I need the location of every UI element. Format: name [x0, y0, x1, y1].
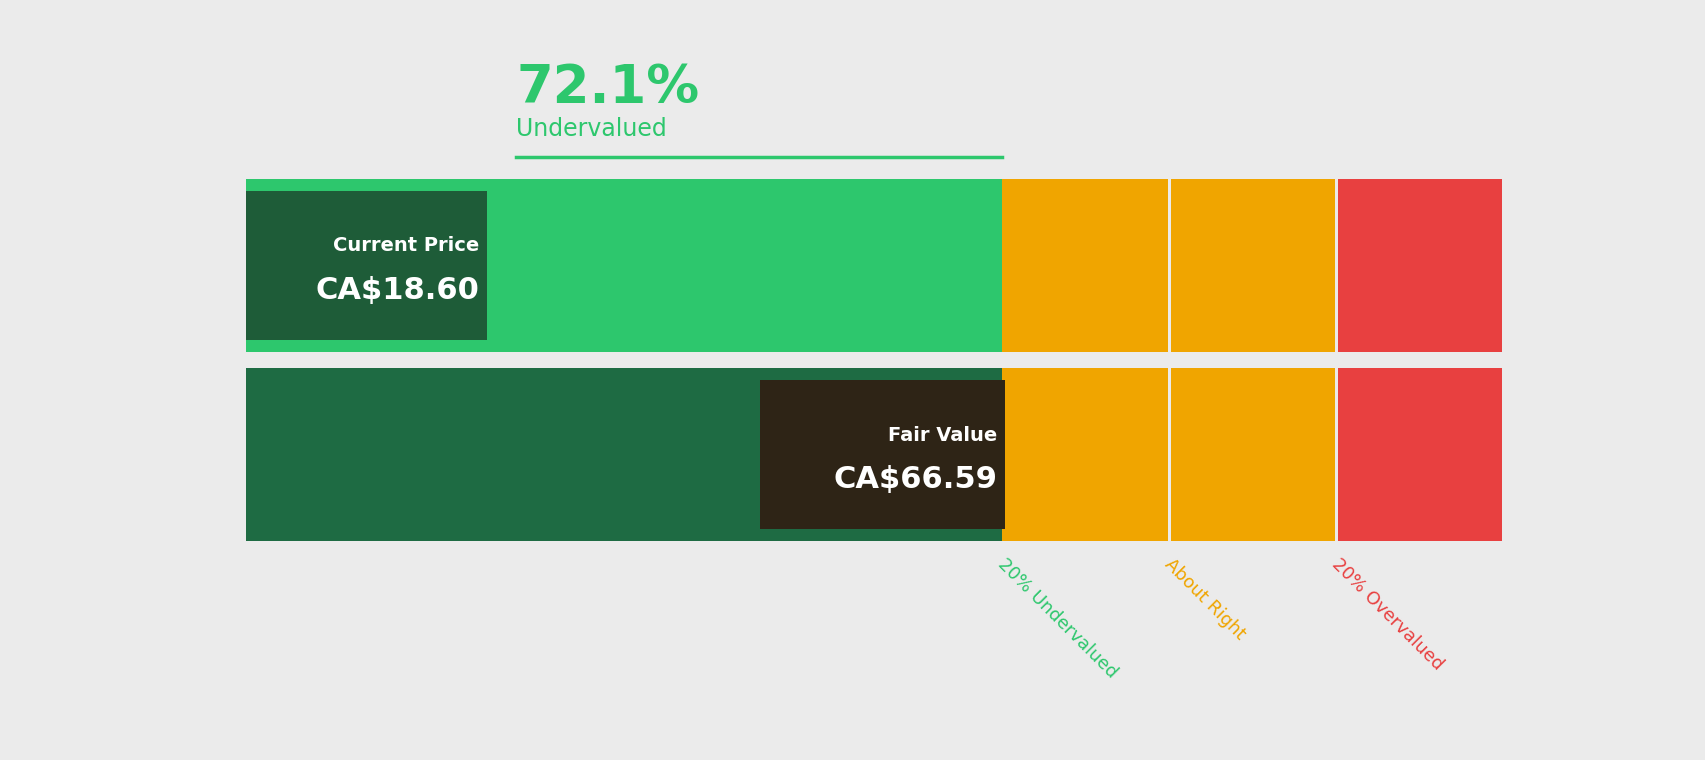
Text: 20% Overvalued: 20% Overvalued [1326, 556, 1446, 674]
Bar [246, 191, 488, 340]
Bar [1168, 179, 1170, 352]
Text: Fair Value: Fair Value [888, 426, 997, 445]
Bar [1168, 368, 1170, 540]
Bar [1335, 368, 1502, 540]
Bar [1003, 368, 1335, 540]
Text: About Right: About Right [1159, 556, 1248, 643]
Text: Undervalued: Undervalued [517, 117, 667, 141]
Bar [1335, 179, 1502, 352]
Text: CA$18.60: CA$18.60 [315, 276, 479, 305]
Bar [246, 368, 1003, 540]
Bar [1003, 179, 1335, 352]
Text: 20% Undervalued: 20% Undervalued [992, 556, 1120, 682]
Text: Current Price: Current Price [332, 236, 479, 255]
Bar [246, 179, 1003, 352]
Text: CA$66.59: CA$66.59 [834, 465, 997, 494]
Bar [760, 380, 1004, 528]
Bar [1335, 179, 1337, 352]
Bar [1335, 368, 1337, 540]
Text: 72.1%: 72.1% [517, 62, 699, 114]
